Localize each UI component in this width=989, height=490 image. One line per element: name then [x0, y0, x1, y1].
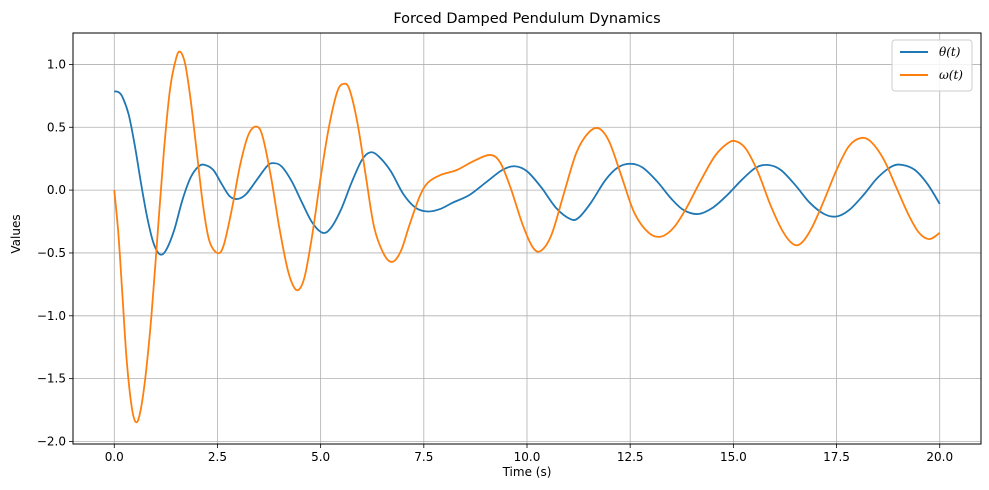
chart-title: Forced Damped Pendulum Dynamics: [393, 11, 660, 27]
x-tick-label: 7.5: [414, 450, 433, 464]
x-axis-ticks: 0.0 2.5 5.0 7.5 10.0 12.5 15.0 17.5 20.0: [105, 444, 953, 464]
series-line-omega: [113, 50, 941, 424]
y-tick-label: 1.0: [47, 57, 66, 71]
x-tick-label: 17.5: [823, 450, 850, 464]
y-tick-label: −1.0: [37, 309, 66, 323]
legend: θ(t) ω(t): [891, 39, 973, 92]
x-axis-label: Time (s): [502, 465, 552, 479]
x-tick-label: 15.0: [720, 450, 747, 464]
y-tick-label: 0.5: [47, 120, 66, 134]
x-tick-label: 2.5: [208, 450, 227, 464]
grid-lines: [73, 33, 981, 444]
x-tick-label: 0.0: [105, 450, 124, 464]
legend-label-omega: ω(t): [939, 68, 963, 82]
series-line-theta: [114, 90, 941, 256]
x-tick-label: 12.5: [617, 450, 644, 464]
y-tick-label: −1.5: [37, 372, 66, 386]
series-lines: [113, 50, 941, 424]
y-tick-label: 0.0: [47, 183, 66, 197]
y-axis-label: Values: [9, 214, 23, 253]
x-tick-label: 5.0: [311, 450, 330, 464]
legend-label-theta: θ(t): [939, 45, 961, 59]
y-axis-ticks: −2.0 −1.5 −1.0 −0.5 0.0 0.5 1.0: [37, 57, 73, 448]
y-tick-label: −2.0: [37, 434, 66, 448]
x-tick-label: 10.0: [514, 450, 541, 464]
x-tick-label: 20.0: [926, 450, 953, 464]
y-tick-label: −0.5: [37, 246, 66, 260]
